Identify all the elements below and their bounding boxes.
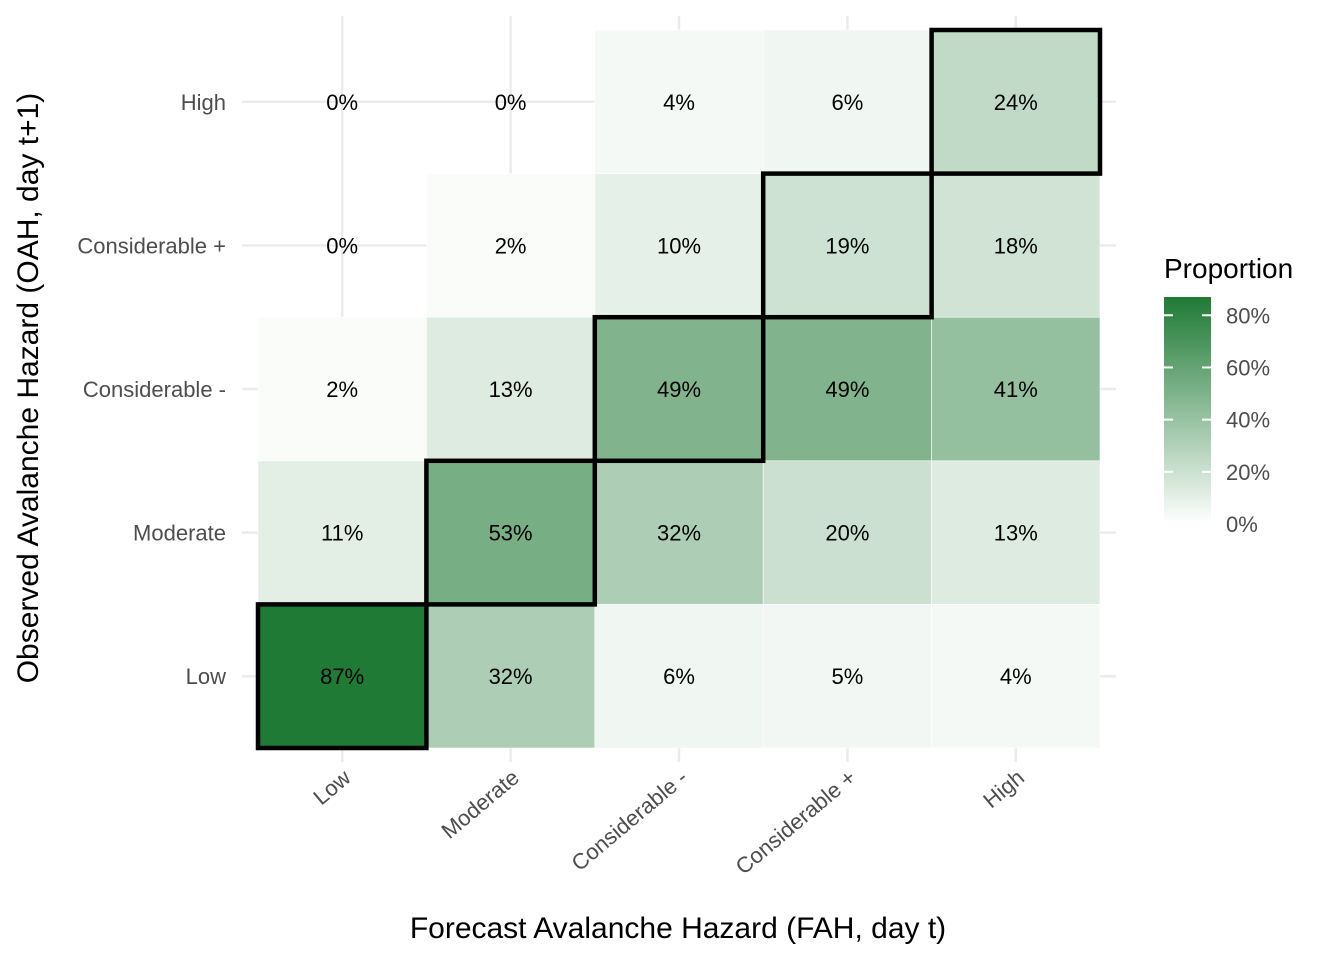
cell-label: 32% [657, 521, 701, 546]
heatmap-cell [426, 460, 596, 605]
heatmap-cell [257, 460, 427, 605]
heatmap-cell [931, 604, 1101, 749]
y-tick-label: Low [186, 664, 226, 689]
cell-labels: 87% 32% 6% 5% 4% 11% 53% 32% 20% 13% 2% 13% 49% 49% 41… [320, 90, 1038, 689]
heatmap-cell [931, 29, 1101, 174]
x-tick-label: Low [308, 765, 355, 810]
cell-label: 49% [657, 377, 701, 402]
cell-label: 2% [326, 377, 358, 402]
legend-tick-label: 0% [1226, 512, 1258, 537]
cell-label: 5% [832, 664, 864, 689]
cell-label: 18% [994, 233, 1038, 258]
heatmap-cell [762, 604, 932, 749]
heatmap-cell [426, 316, 596, 462]
cell-label: 24% [994, 90, 1038, 115]
heatmap-cell [762, 173, 932, 318]
cell-label: 4% [663, 90, 695, 115]
heatmap-cell [931, 173, 1101, 318]
cell-label: 87% [320, 664, 364, 689]
x-tick-label: Considerable - [567, 765, 693, 876]
x-axis-title: Forecast Avalanche Hazard (FAH, day t) [410, 912, 946, 945]
cell-label: 0% [326, 233, 358, 258]
cell-label: 19% [825, 233, 869, 258]
x-tick-label: Moderate [437, 765, 524, 844]
cell-label: 49% [825, 377, 869, 402]
cell-label: 6% [832, 90, 864, 115]
heatmap-cell [594, 460, 764, 605]
cell-label: 20% [825, 521, 869, 546]
x-axis-ticks: Low Moderate Considerable - Considerable + H… [308, 765, 1029, 880]
highlight-box [424, 458, 598, 607]
heatmap-cell [257, 316, 427, 462]
y-axis-ticks: Low Moderate Considerable - Considerable + H… [77, 90, 226, 689]
y-tick-label: High [181, 90, 226, 115]
legend-title: Proportion [1164, 253, 1293, 284]
cell-label: 0% [495, 90, 527, 115]
heatmap-cell [762, 460, 932, 605]
legend-ticks: 0% 20% 40% 60% 80% [1164, 303, 1270, 537]
x-tick-label: Considerable + [731, 765, 861, 880]
cell-label: 6% [663, 664, 695, 689]
legend-colorbar [1164, 297, 1211, 524]
y-tick-label: Considerable - [83, 377, 226, 402]
cell-label: 13% [489, 377, 533, 402]
legend-tick-label: 20% [1226, 460, 1270, 485]
cell-label: 32% [489, 664, 533, 689]
legend-tick-label: 40% [1226, 408, 1270, 433]
heatmap-cell [594, 604, 764, 749]
highlight-box [760, 171, 934, 320]
diagonal-highlight [255, 27, 1103, 751]
highlight-box [255, 602, 429, 751]
cell-label: 53% [489, 521, 533, 546]
legend-tick-label: 80% [1226, 303, 1270, 328]
highlight-box [592, 314, 766, 464]
cell-label: 4% [1000, 664, 1032, 689]
y-tick-label: Considerable + [77, 233, 226, 258]
heatmap-cell [594, 316, 764, 462]
y-tick-label: Moderate [133, 521, 226, 546]
legend: Proportion 0% 20% 40% 60% 80% [1164, 253, 1293, 537]
heatmap-cells [257, 29, 1101, 749]
cell-label: 2% [495, 233, 527, 258]
legend-tick-label: 60% [1226, 355, 1270, 380]
cell-label: 41% [994, 377, 1038, 402]
cell-label: 13% [994, 521, 1038, 546]
x-tick-label: High [978, 765, 1029, 813]
cell-label: 10% [657, 233, 701, 258]
heatmap-cell [931, 460, 1101, 605]
y-axis-title: Observed Avalanche Hazard (OAH, day t+1) [12, 93, 45, 684]
heatmap-cell [426, 173, 596, 318]
heatmap-cell [762, 29, 932, 174]
cell-label: 0% [326, 90, 358, 115]
heatmap-cell [594, 29, 764, 174]
cell-label: 11% [321, 521, 363, 546]
highlight-box [929, 27, 1103, 176]
